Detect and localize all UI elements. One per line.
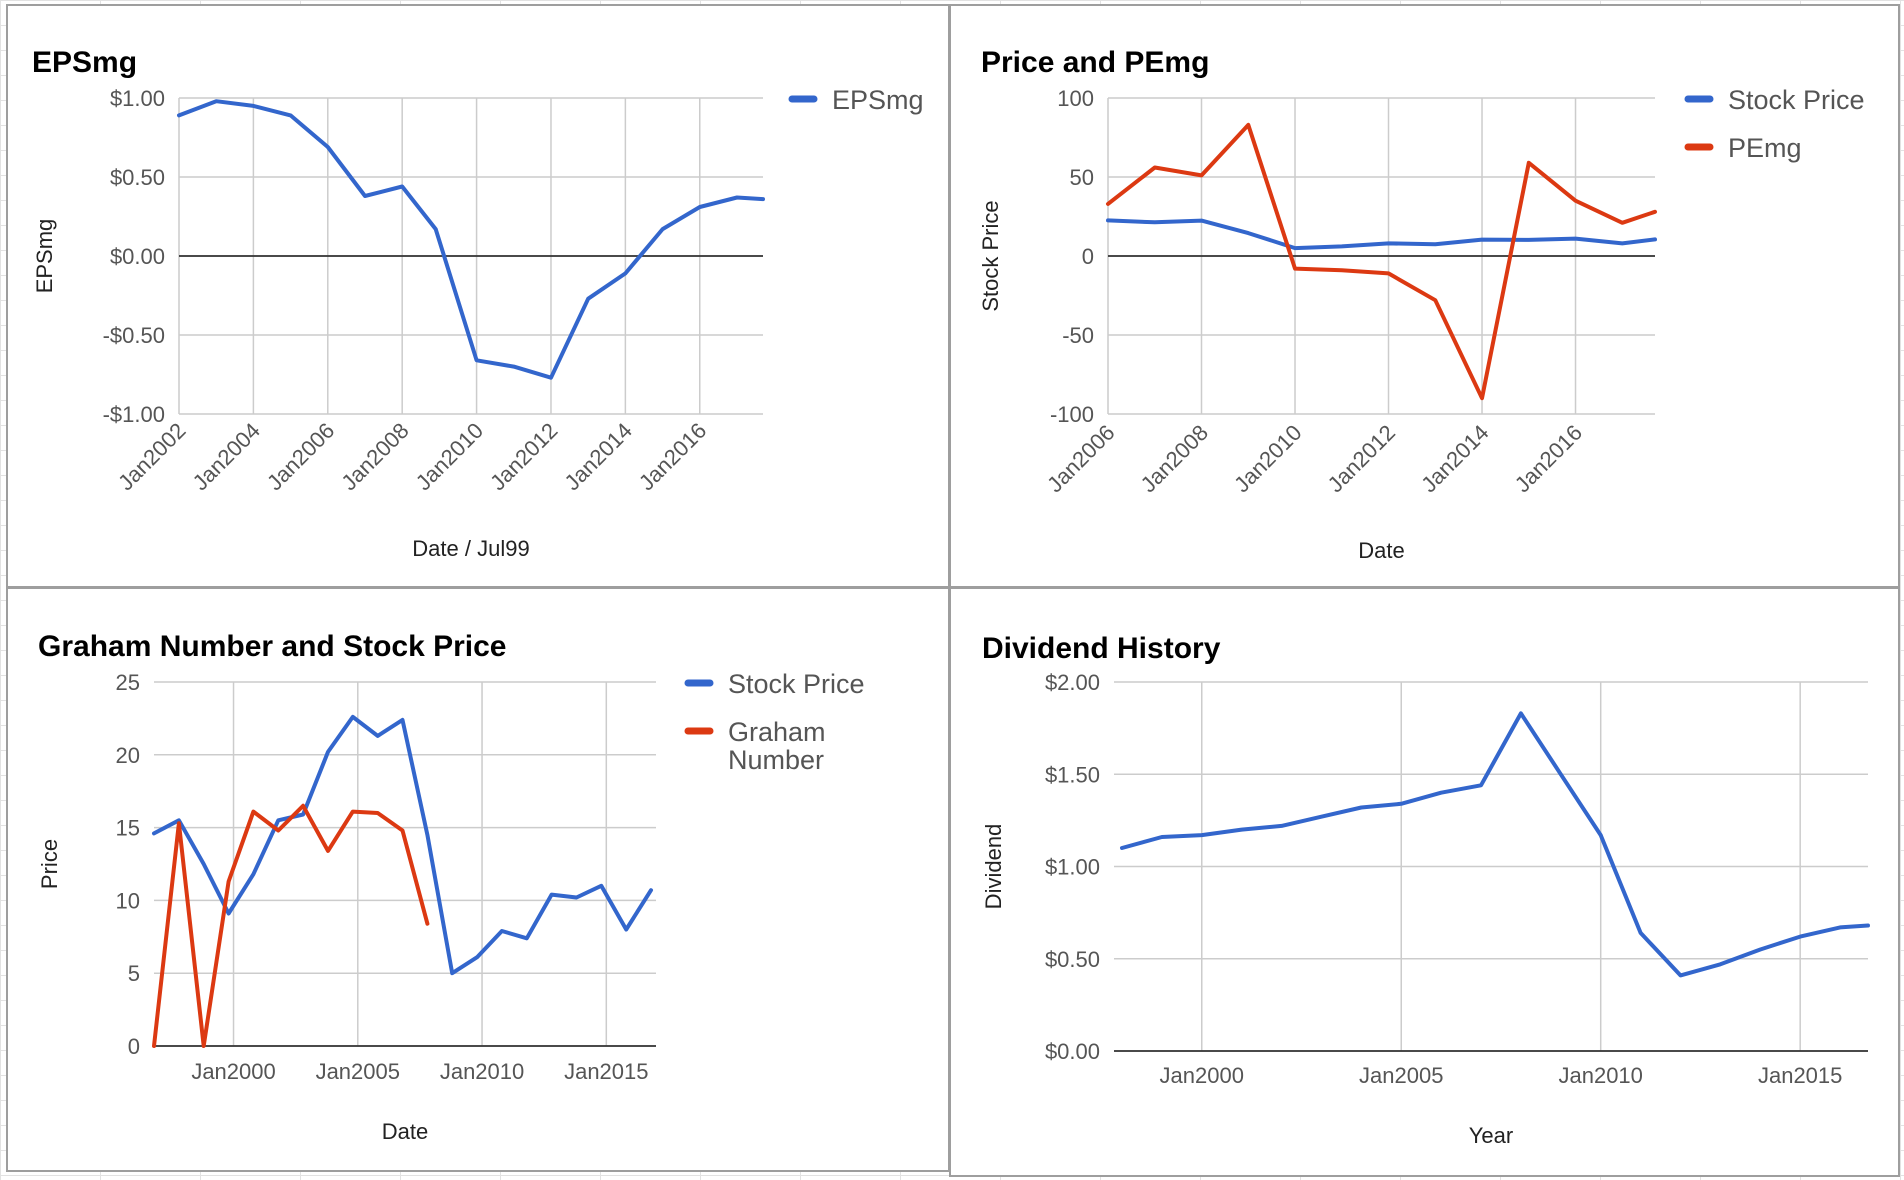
- x-tick-label: Jan2016: [1510, 420, 1587, 497]
- y-tick-label: -50: [1062, 323, 1094, 348]
- legend-label-epsmg: EPSmg: [832, 85, 924, 115]
- chart-title: Dividend History: [982, 632, 1221, 665]
- x-tick-label: Jan2014: [1416, 420, 1493, 497]
- y-tick-label: $0.00: [110, 244, 165, 269]
- series-line-graham-number: [152, 803, 430, 1048]
- x-tick-label: Jan2006: [262, 418, 339, 495]
- y-tick-label: $0.50: [1045, 947, 1100, 972]
- y-tick-label: 10: [116, 888, 140, 913]
- series-line-stock-price: [152, 714, 653, 976]
- series-line-stock-price: [1106, 218, 1657, 251]
- legend-label-pemg: PEmg: [1728, 133, 1802, 163]
- graham-layer: Graham Number and Stock Price 25 20 15 10 5 0 J…: [37, 630, 865, 1144]
- x-tick-label: Jan2005: [316, 1059, 400, 1084]
- y-tick-label: -$0.50: [103, 323, 165, 348]
- x-axis-label: Date: [382, 1119, 428, 1144]
- x-tick-label: Jan2016: [634, 418, 711, 495]
- x-tick-label: Jan2000: [1160, 1063, 1244, 1088]
- y-tick-label: -$1.00: [103, 402, 165, 427]
- y-axis-label: Stock Price: [978, 200, 1003, 311]
- x-tick-label: Jan2012: [485, 418, 562, 495]
- y-tick-label: $2.00: [1045, 670, 1100, 695]
- chart-panel-dividend[interactable]: Dividend History $2.00 $1.50 $1.00 $0.50 $0.0…: [949, 587, 1900, 1177]
- y-tick-label: 50: [1070, 165, 1094, 190]
- y-tick-label: 25: [116, 670, 140, 695]
- legend-label-graham-number: Number: [728, 745, 824, 775]
- dividend-chart-svg: Dividend History $2.00 $1.50 $1.00 $0.50 $0.0…: [981, 632, 1870, 1148]
- x-tick-label: Jan2010: [1558, 1063, 1642, 1088]
- chart-title: EPSmg: [32, 46, 137, 79]
- y-tick-label: 15: [116, 816, 140, 841]
- x-tick-label: Jan2010: [1229, 420, 1306, 497]
- graham-chart-svg: Graham Number and Stock Price 25 20 15 10 5 0 J…: [37, 630, 865, 1144]
- x-tick-label: Jan2006: [1042, 420, 1119, 497]
- legend-label-stock-price: Stock Price: [728, 669, 865, 699]
- chart-title: Price and PEmg: [981, 46, 1209, 79]
- y-axis-label: Dividend: [981, 824, 1006, 910]
- chart-panel-eps[interactable]: EPSmg $1.00 $0.50 $0.00 -$0.50 -$1.00 Jan2002 J…: [6, 4, 950, 588]
- x-tick-label: Jan2015: [1758, 1063, 1842, 1088]
- y-tick-label: 0: [128, 1034, 140, 1059]
- x-tick-label: Jan2014: [560, 418, 637, 495]
- x-tick-label: Jan2010: [411, 418, 488, 495]
- series-line-epsmg: [177, 99, 765, 380]
- x-tick-label: Jan2012: [1323, 420, 1400, 497]
- x-tick-label: Jan2015: [564, 1059, 648, 1084]
- chart-panel-price-pe[interactable]: Price and PEmg 100 50 0 -50 -100 Jan2006 Jan200…: [949, 4, 1900, 588]
- eps-chart-svg: EPSmg$1.00$0.50$0.00-$0.50-$1.00Jan2002J…: [32, 46, 924, 561]
- x-tick-label: Jan2002: [113, 418, 190, 495]
- x-tick-label: Jan2000: [191, 1059, 275, 1084]
- y-axis-label: EPSmg: [32, 219, 57, 294]
- legend-label-graham-number: Graham: [728, 717, 826, 747]
- dividend-layer: Dividend History $2.00 $1.50 $1.00 $0.50 $0.0…: [981, 632, 1870, 1148]
- x-tick-label: Jan2004: [188, 418, 265, 495]
- y-axis-label: Price: [37, 839, 62, 889]
- eps-layer: EPSmg$1.00$0.50$0.00-$0.50-$1.00Jan2002J…: [32, 46, 924, 561]
- y-tick-label: $1.00: [110, 86, 165, 111]
- x-tick-label: Jan2008: [1136, 420, 1213, 497]
- x-axis-label: Date / Jul99: [412, 536, 529, 561]
- y-tick-label: $0.50: [110, 165, 165, 190]
- x-axis-label: Year: [1469, 1123, 1513, 1148]
- series-line-pemg: [1106, 122, 1657, 401]
- y-tick-label: 0: [1082, 244, 1094, 269]
- y-tick-label: -100: [1050, 402, 1094, 427]
- x-tick-label: Jan2008: [336, 418, 413, 495]
- y-tick-label: 100: [1057, 86, 1094, 111]
- x-axis-label: Date: [1358, 538, 1404, 563]
- legend-label-stock-price: Stock Price: [1728, 85, 1865, 115]
- y-tick-label: 5: [128, 961, 140, 986]
- x-tick-label: Jan2005: [1359, 1063, 1443, 1088]
- y-tick-label: 20: [116, 743, 140, 768]
- y-tick-label: $1.00: [1045, 855, 1100, 880]
- y-tick-label: $1.50: [1045, 762, 1100, 787]
- series-line-dividend: [1120, 711, 1870, 978]
- y-tick-label: $0.00: [1045, 1039, 1100, 1064]
- x-tick-label: Jan2010: [440, 1059, 524, 1084]
- chart-panel-graham[interactable]: Graham Number and Stock Price 25 20 15 10 5 0 J…: [6, 587, 950, 1172]
- chart-title: Graham Number and Stock Price: [38, 630, 507, 663]
